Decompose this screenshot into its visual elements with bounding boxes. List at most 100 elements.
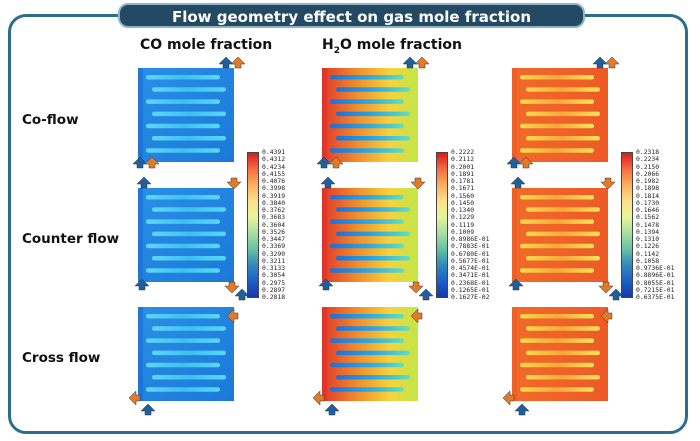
legend-h2o-label: 0.2222 bbox=[451, 148, 475, 156]
flow-channel bbox=[146, 219, 220, 224]
flow-channel bbox=[330, 243, 404, 249]
flow-channel bbox=[146, 338, 220, 343]
legend-h2o-label: 0.1229 bbox=[451, 213, 475, 222]
contour-panel bbox=[322, 307, 418, 401]
legend-co-colorbar bbox=[247, 152, 259, 298]
legend-h2o-label: 0.1340 bbox=[451, 206, 475, 214]
flow-channel bbox=[330, 148, 404, 153]
legend-h2o-label: 0.7883E-01 bbox=[451, 242, 490, 251]
legend-co-label: 0.4234 bbox=[262, 162, 286, 171]
legend-co-label: 0.3683 bbox=[262, 213, 286, 222]
legend-third-label: 0.2318 bbox=[636, 148, 660, 156]
flow-channel bbox=[526, 136, 600, 141]
flow-channel bbox=[526, 350, 600, 356]
blue-flow-arrow-icon bbox=[402, 56, 418, 69]
legend-third-label: 0.7215E-01 bbox=[636, 285, 675, 294]
orange-flow-arrow-icon bbox=[410, 177, 426, 190]
blue-flow-arrow-icon bbox=[324, 403, 340, 416]
legend-third-colorbar bbox=[621, 152, 633, 298]
contour-panel bbox=[138, 68, 234, 162]
legend-h2o-label: 0.1450 bbox=[451, 198, 475, 207]
orange-flow-arrow-icon bbox=[224, 281, 240, 294]
row-label-counter-flow: Counter flow bbox=[22, 231, 120, 247]
flow-channel bbox=[336, 207, 410, 212]
orange-flow-arrow-icon bbox=[226, 177, 242, 190]
legend-third-label: 0.9736E-01 bbox=[636, 264, 675, 272]
flow-channel bbox=[526, 231, 600, 237]
flow-channel bbox=[152, 231, 226, 237]
legend-third-label: 0.1982 bbox=[636, 177, 660, 185]
flow-channel bbox=[520, 219, 594, 224]
flow-channel bbox=[520, 99, 594, 104]
orange-flow-arrow-icon bbox=[598, 281, 614, 294]
flow-channel bbox=[520, 387, 594, 392]
flow-channel bbox=[152, 207, 226, 212]
legend-h2o-label: 0.1781 bbox=[451, 177, 475, 185]
orange-flow-arrow-icon bbox=[230, 56, 246, 69]
flow-channel bbox=[330, 362, 404, 368]
legend-h2o-label: 0.1671 bbox=[451, 184, 475, 193]
legend-h2o-label: 0.1009 bbox=[451, 227, 475, 236]
legend-third-label: 0.1310 bbox=[636, 235, 660, 243]
legend-third-label: 0.2066 bbox=[636, 169, 660, 178]
orange-flow-arrow-icon bbox=[328, 156, 344, 169]
legend-third-label: 0.1478 bbox=[636, 220, 660, 229]
flow-channel bbox=[520, 123, 594, 129]
column-header-h2o: H2O mole fraction bbox=[322, 37, 462, 56]
legend-h2o-label: 0.1891 bbox=[451, 169, 475, 178]
legend-co-label: 0.3211 bbox=[262, 256, 286, 265]
contour-panel bbox=[322, 68, 418, 162]
flow-channel bbox=[146, 195, 220, 200]
orange-flow-arrow-icon bbox=[226, 308, 239, 324]
flow-channel bbox=[146, 148, 220, 153]
flow-channel bbox=[152, 350, 226, 356]
legend-third-label: 0.6375E-01 bbox=[636, 293, 675, 301]
flow-channel bbox=[152, 375, 226, 380]
legend-co-label: 0.2975 bbox=[262, 278, 286, 287]
flow-channel bbox=[146, 362, 220, 368]
flow-channel bbox=[152, 111, 226, 117]
orange-flow-arrow-icon bbox=[600, 177, 616, 190]
flow-channel bbox=[526, 256, 600, 261]
legend-co-label: 0.2897 bbox=[262, 285, 286, 294]
flow-channel bbox=[526, 111, 600, 117]
blue-flow-arrow-icon bbox=[592, 56, 608, 69]
flow-channel bbox=[520, 148, 594, 153]
flow-channel bbox=[520, 268, 594, 273]
legend-h2o-label: 0.2001 bbox=[451, 162, 475, 171]
row-label-co-flow: Co-flow bbox=[22, 112, 79, 128]
flow-channel bbox=[520, 243, 594, 249]
orange-flow-arrow-icon bbox=[518, 156, 534, 169]
legend-co-label: 0.3133 bbox=[262, 264, 286, 272]
blue-flow-arrow-icon bbox=[320, 176, 336, 189]
flow-channel bbox=[330, 195, 404, 200]
row-label-cross-flow: Cross flow bbox=[22, 350, 101, 366]
contour-panel bbox=[512, 188, 608, 282]
legend-co-label: 0.4312 bbox=[262, 155, 286, 164]
legend-h2o-label: 0.5677E-01 bbox=[451, 256, 490, 265]
legend-third-label: 0.1226 bbox=[636, 242, 660, 251]
orange-flow-arrow-icon bbox=[312, 390, 325, 406]
legend-third-label: 0.1898 bbox=[636, 184, 660, 193]
legend-co-label: 0.3526 bbox=[262, 227, 286, 236]
legend-co-label: 0.3840 bbox=[262, 198, 286, 207]
legend-h2o-label: 0.1119 bbox=[451, 220, 475, 229]
legend-co-label: 0.3998 bbox=[262, 184, 286, 193]
legend-h2o-colorbar bbox=[436, 152, 448, 298]
blue-flow-arrow-icon bbox=[418, 288, 434, 301]
legend-co-label: 0.4076 bbox=[262, 177, 286, 185]
legend-third-label: 0.1394 bbox=[636, 227, 660, 236]
flow-channel bbox=[520, 75, 594, 80]
orange-flow-arrow-icon bbox=[128, 390, 141, 406]
legend-co-label: 0.3369 bbox=[262, 242, 286, 251]
legend-co-label: 0.4391 bbox=[262, 148, 286, 156]
flow-channel bbox=[330, 99, 404, 104]
contour-panel bbox=[138, 307, 234, 401]
legend-third-label: 0.1730 bbox=[636, 198, 660, 207]
flow-channel bbox=[330, 387, 404, 392]
legend-third-label: 0.1142 bbox=[636, 249, 660, 258]
legend-co-label: 0.3447 bbox=[262, 235, 286, 243]
flow-channel bbox=[152, 326, 226, 331]
flow-channel bbox=[146, 314, 220, 319]
orange-flow-arrow-icon bbox=[604, 56, 620, 69]
